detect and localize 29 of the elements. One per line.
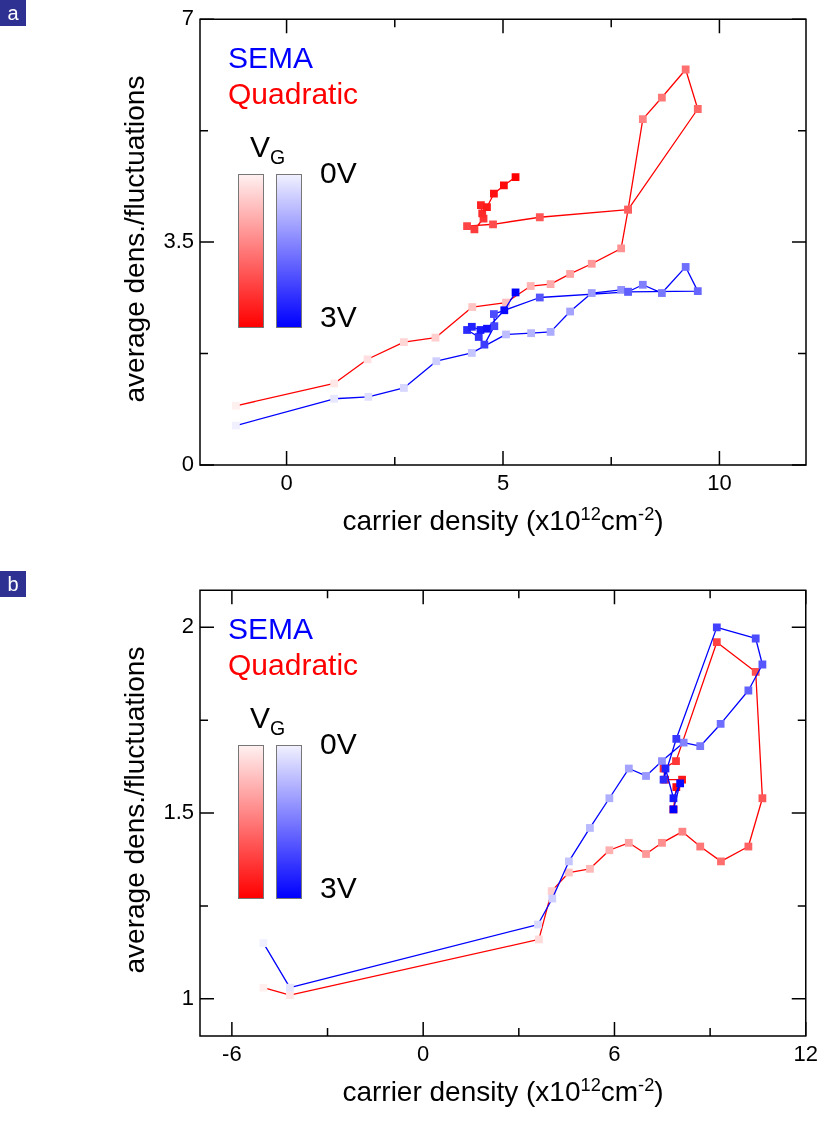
y-tick-label: 2 <box>181 613 194 639</box>
y-tick-label: 1 <box>181 984 194 1010</box>
x-axis-title: carrier density (x10$^{12}$cm$^{-2}$) <box>341 1075 665 1108</box>
y-tick-label: 0 <box>181 451 194 477</box>
color-bar-title: V$_{G}$ <box>250 130 286 168</box>
color-bar-title: V$_{G}$ <box>250 701 286 739</box>
text: a <box>0 0 26 26</box>
y-tick-label: 1.5 <box>163 799 194 825</box>
text: b <box>0 571 26 597</box>
x-axis-title: carrier density (x10$^{12}$cm$^{-2}$) <box>341 504 665 537</box>
y-axis-title: average dens./fluctuations <box>118 645 149 975</box>
text: Quadratic <box>228 76 359 112</box>
annotation: 3V <box>320 871 357 904</box>
x-tick-label: 0 <box>417 1041 430 1067</box>
text: Quadratic <box>228 647 359 683</box>
x-tick-label: 0 <box>280 470 293 496</box>
annotation: 0V <box>320 727 357 760</box>
annotation: 0V <box>320 156 357 189</box>
x-tick-label: 10 <box>707 470 732 496</box>
x-tick-label: 6 <box>608 1041 621 1067</box>
y-tick-label: 3.5 <box>163 228 194 254</box>
x-tick-label: -6 <box>222 1041 242 1067</box>
y-tick-label: 7 <box>181 5 194 31</box>
x-tick-label: 5 <box>496 470 510 496</box>
annotation: 3V <box>320 300 357 333</box>
text: SEMA <box>228 611 315 647</box>
text: SEMA <box>228 40 315 76</box>
x-tick-label: 12 <box>793 1041 819 1067</box>
y-axis-title: average dens./fluctuations <box>118 74 149 404</box>
